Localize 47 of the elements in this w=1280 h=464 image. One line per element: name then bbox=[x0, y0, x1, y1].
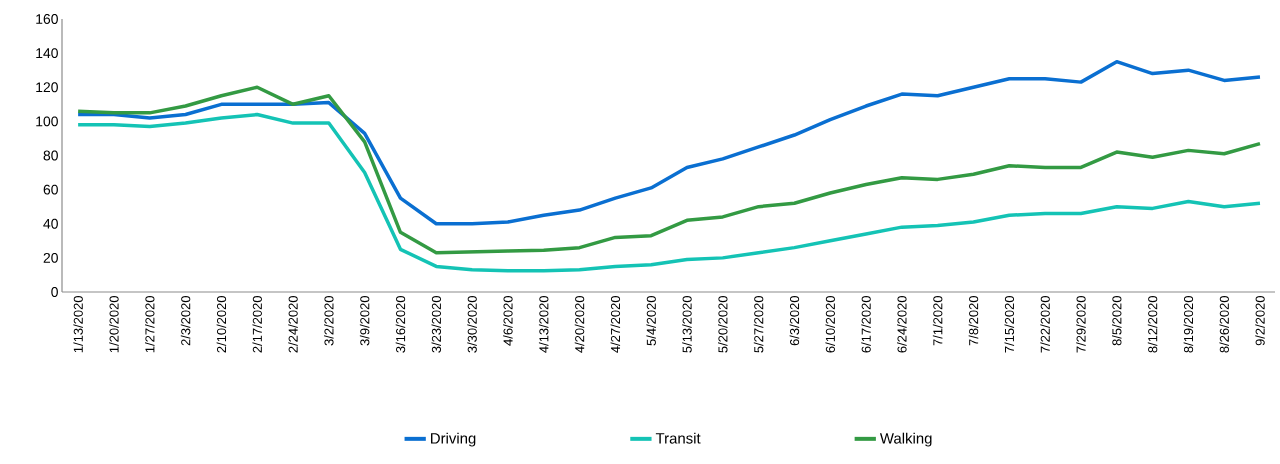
y-tick-label: 40 bbox=[43, 218, 58, 229]
x-tick-label: 5/13/2020 bbox=[682, 296, 692, 353]
x-tick-label: 4/27/2020 bbox=[610, 296, 621, 353]
line-series bbox=[76, 112, 1262, 273]
x-tick-label: 4/20/2020 bbox=[574, 296, 585, 353]
x-tick-label: 3/9/2020 bbox=[359, 296, 370, 346]
x-tick-label: 1/27/2020 bbox=[144, 296, 155, 353]
y-tick-label: 0 bbox=[51, 287, 58, 297]
x-tick-label: 5/20/2020 bbox=[718, 296, 728, 353]
x-tick-label: 7/22/2020 bbox=[1040, 296, 1050, 353]
x-tick-label: 7/29/2020 bbox=[1076, 296, 1086, 353]
x-tick-label: 1/20/2020 bbox=[109, 296, 119, 353]
x-tick-label: 1/13/2020 bbox=[73, 296, 83, 353]
x-tick-label: 3/2/2020 bbox=[324, 296, 334, 346]
x-tick-label: 3/16/2020 bbox=[395, 296, 406, 353]
x-tick-label: 2/17/2020 bbox=[252, 296, 262, 353]
x-tick-label: 2/3/2020 bbox=[180, 296, 191, 346]
x-tick-label: 8/5/2020 bbox=[1111, 296, 1122, 346]
x-tick-label: 4/6/2020 bbox=[503, 296, 513, 346]
legend-label: Driving bbox=[431, 432, 476, 447]
y-tick-label: 100 bbox=[36, 116, 58, 127]
x-tick-label: 2/24/2020 bbox=[288, 296, 298, 353]
x-tick-label: 6/10/2020 bbox=[825, 296, 835, 353]
y-tick-label: 120 bbox=[36, 82, 58, 93]
y-tick-label: 20 bbox=[43, 252, 58, 263]
x-tick-label: 6/17/2020 bbox=[861, 296, 871, 353]
x-tick-label: 8/26/2020 bbox=[1219, 296, 1229, 353]
x-tick-label: 5/4/2020 bbox=[646, 296, 656, 346]
x-tick-label: 7/1/2020 bbox=[932, 296, 943, 346]
y-tick-label: 80 bbox=[43, 150, 58, 161]
x-tick-label: 9/2/2020 bbox=[1255, 296, 1265, 346]
x-tick-label: 7/15/2020 bbox=[1004, 296, 1015, 353]
x-tick-label: 7/8/2020 bbox=[968, 296, 979, 346]
y-tick-label: 140 bbox=[36, 48, 58, 59]
legend-label: Walking bbox=[879, 432, 932, 447]
x-tick-label: 2/10/2020 bbox=[216, 296, 227, 353]
x-tick-label: 8/19/2020 bbox=[1183, 296, 1194, 353]
y-tick-label: 60 bbox=[43, 184, 58, 195]
x-tick-label: 6/24/2020 bbox=[897, 296, 907, 353]
x-tick-label: 3/23/2020 bbox=[431, 296, 442, 353]
x-tick-label: 8/12/2020 bbox=[1147, 296, 1158, 353]
y-tick-label: 160 bbox=[36, 14, 58, 24]
x-tick-label: 4/13/2020 bbox=[538, 296, 549, 353]
x-tick-label: 3/30/2020 bbox=[467, 296, 477, 353]
x-tick-label: 5/27/2020 bbox=[753, 296, 764, 353]
legend-label: Transit bbox=[655, 432, 701, 444]
x-tick-label: 6/3/2020 bbox=[789, 296, 800, 346]
